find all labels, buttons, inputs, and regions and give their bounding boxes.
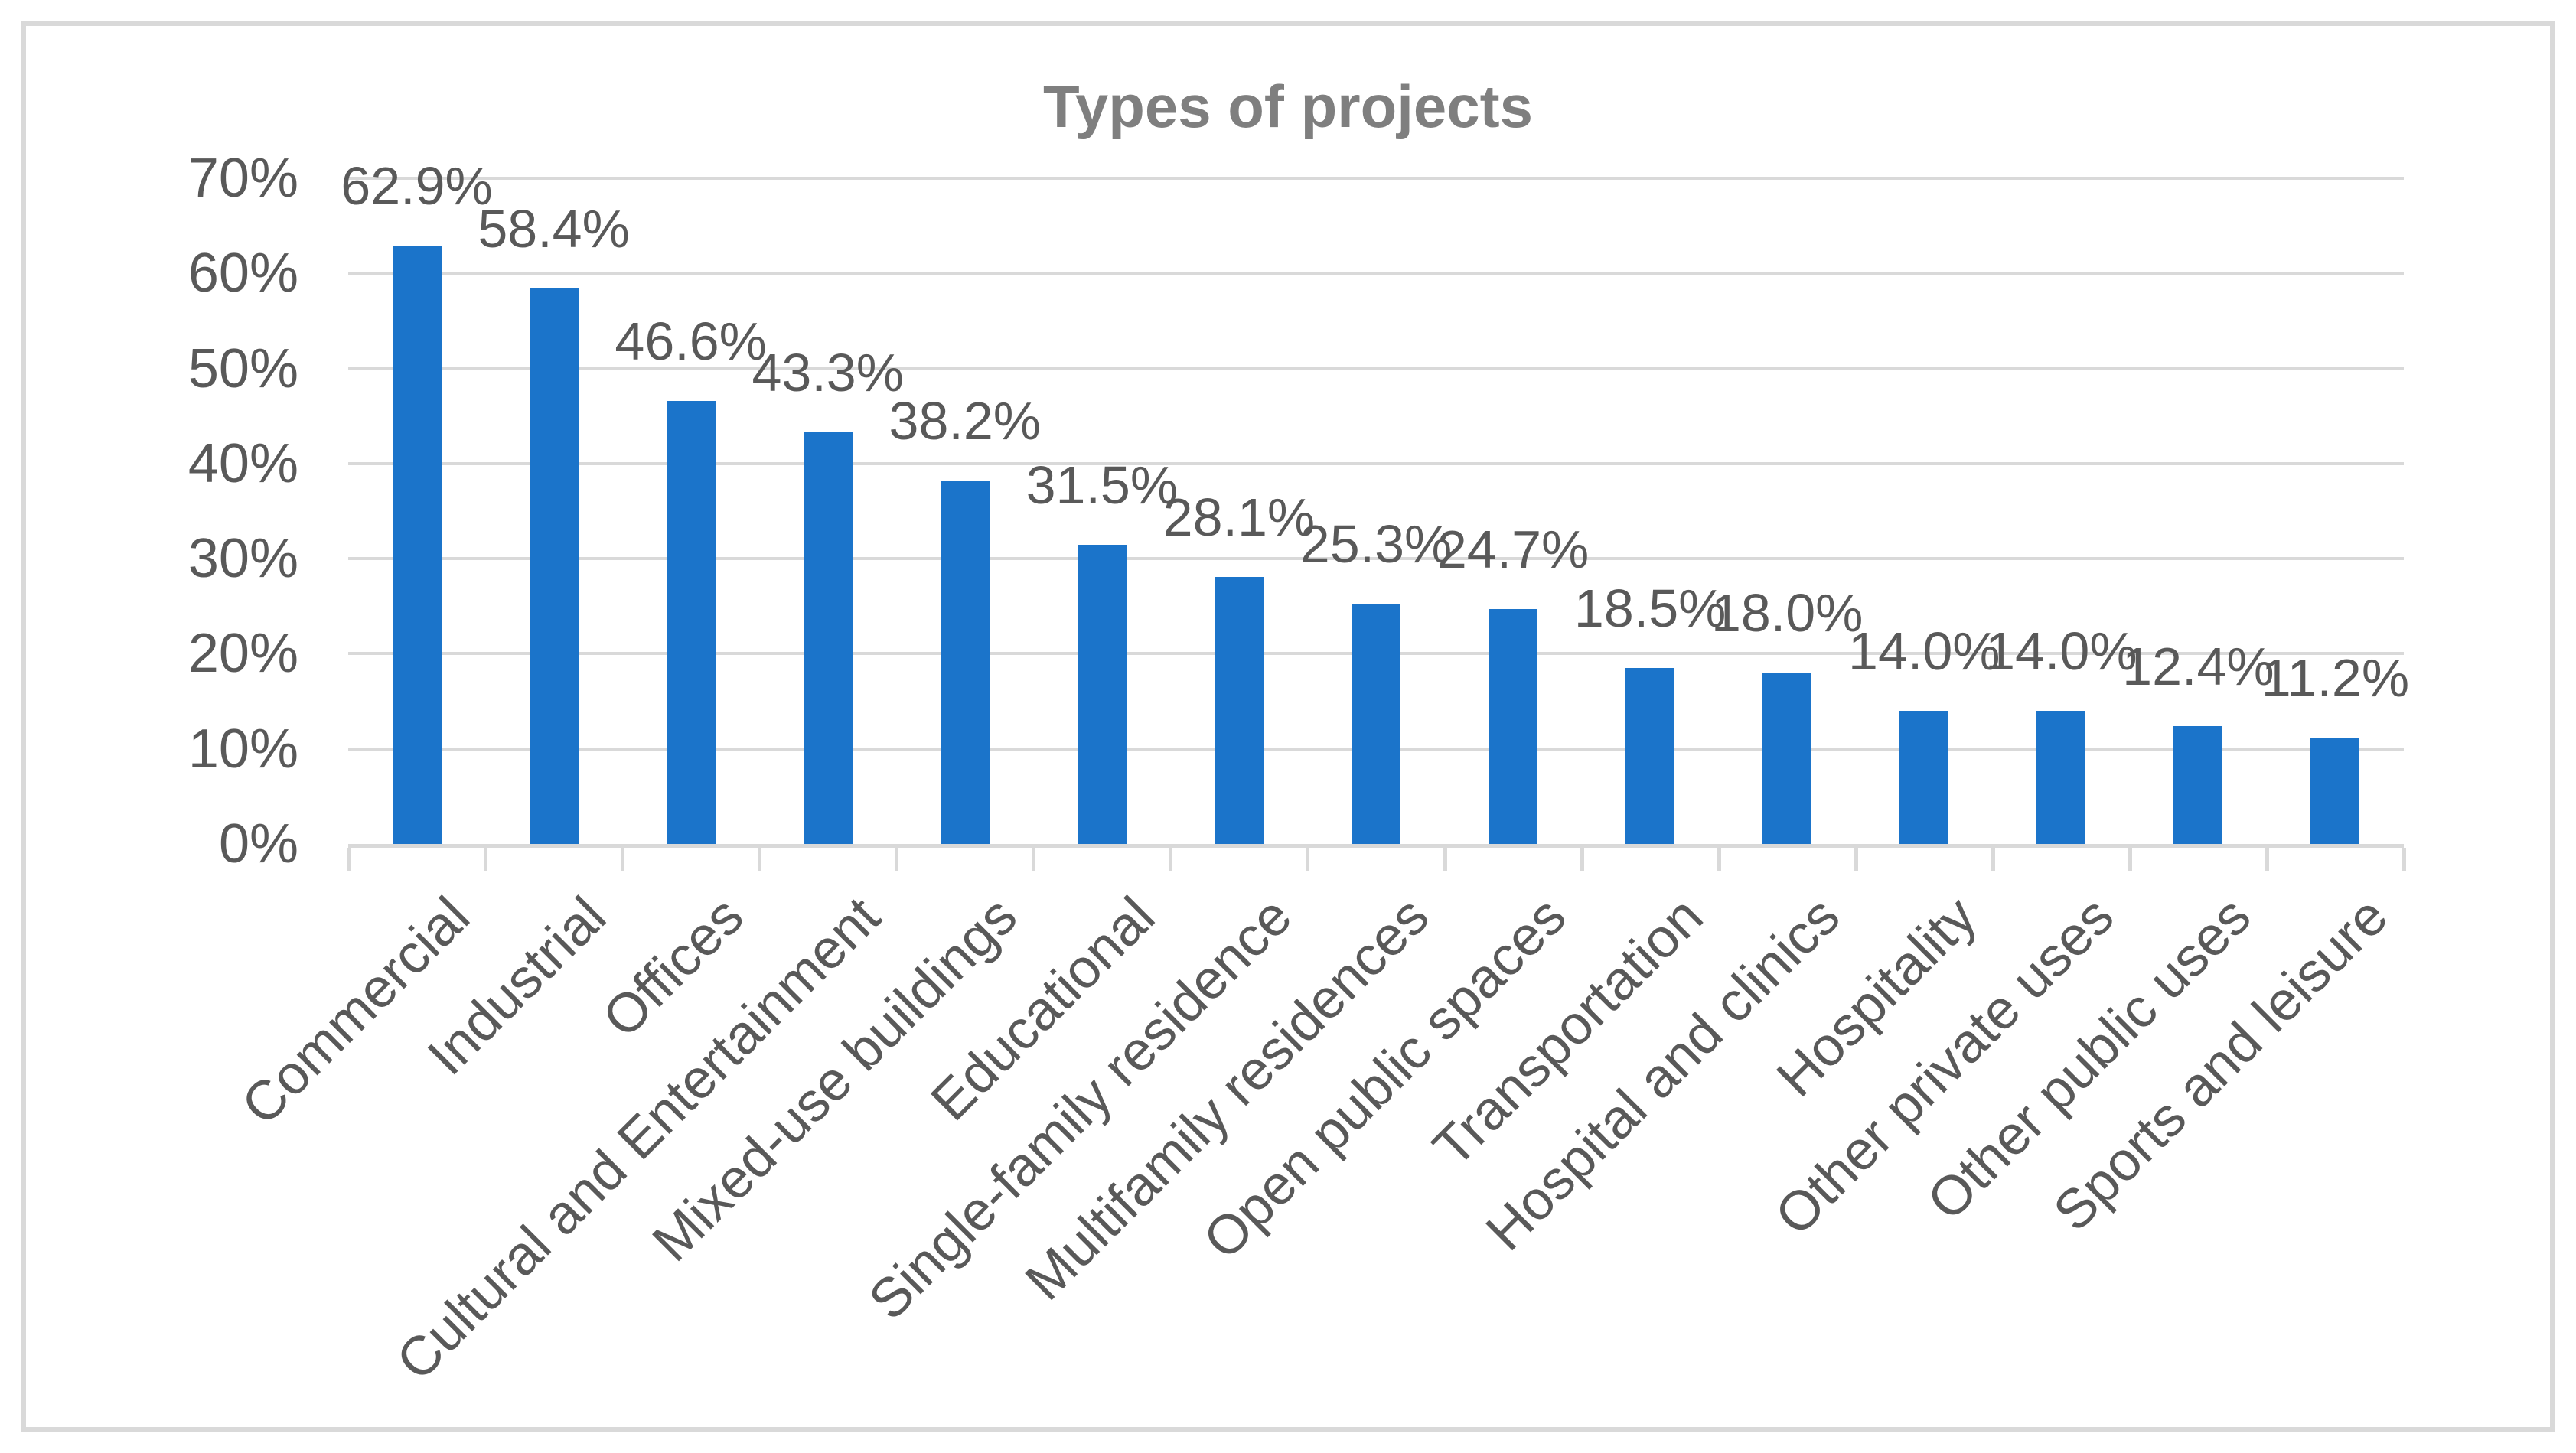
bar bbox=[666, 400, 716, 844]
y-axis-tick-label: 70% bbox=[187, 148, 298, 209]
x-axis-tick-mark bbox=[758, 848, 762, 871]
bar-value-label: 58.4% bbox=[478, 199, 630, 259]
bar-value-label: 46.6% bbox=[615, 311, 767, 371]
bar-value-label: 18.0% bbox=[1710, 583, 1864, 643]
x-axis-tick-mark bbox=[2128, 848, 2132, 871]
bar-value-label: 14.0% bbox=[1848, 621, 2000, 681]
x-axis-tick-mark bbox=[2402, 848, 2406, 871]
x-axis-tick-mark bbox=[1443, 848, 1447, 871]
bar bbox=[1214, 576, 1264, 844]
bar bbox=[1077, 544, 1127, 844]
y-axis-tick-label: 50% bbox=[187, 337, 298, 399]
figure-border bbox=[21, 21, 2555, 1432]
x-axis-tick-mark bbox=[347, 848, 351, 871]
x-axis-tick-mark bbox=[1991, 848, 1995, 871]
y-axis-tick-label: 60% bbox=[187, 243, 298, 305]
bar-value-label: 18.5% bbox=[1573, 578, 1727, 639]
y-axis-tick-label: 20% bbox=[187, 623, 298, 685]
bar-value-label: 14.0% bbox=[1985, 621, 2137, 681]
bar bbox=[2173, 725, 2223, 844]
plot-area: 62.9% 58.4% 46.6% 43.3% 38.2% 31.5% 28.1% 25.3%… bbox=[341, 157, 2409, 848]
gridline bbox=[348, 272, 2404, 275]
bar bbox=[1489, 609, 1538, 844]
bar-value-label: 12.4% bbox=[2122, 636, 2274, 696]
bar-value-label: 62.9% bbox=[341, 156, 493, 217]
x-axis-tick-mark bbox=[1854, 848, 1858, 871]
x-axis-tick-mark bbox=[1169, 848, 1173, 871]
bar bbox=[392, 246, 442, 844]
x-axis-tick-mark bbox=[1306, 848, 1310, 871]
gridline bbox=[348, 177, 2404, 180]
gridline bbox=[348, 461, 2404, 465]
x-axis-tick-mark bbox=[1032, 848, 1036, 871]
bar bbox=[2310, 737, 2360, 844]
bar-value-label: 43.3% bbox=[752, 342, 904, 402]
y-axis-tick-label: 0% bbox=[218, 813, 298, 875]
y-axis-tick-label: 10% bbox=[187, 718, 298, 780]
gridline bbox=[348, 557, 2404, 561]
bar bbox=[940, 481, 990, 844]
bar bbox=[1352, 603, 1400, 844]
y-axis-tick-label: 40% bbox=[187, 432, 298, 494]
y-axis-tick-label: 30% bbox=[187, 528, 298, 590]
bar bbox=[1899, 711, 1949, 844]
x-axis-tick-mark bbox=[1580, 848, 1584, 871]
x-axis-tick-mark bbox=[484, 848, 488, 871]
bar-value-label: 25.3% bbox=[1299, 513, 1453, 574]
x-axis-tick-mark bbox=[621, 848, 625, 871]
bar bbox=[1762, 673, 1812, 844]
bar-value-label: 31.5% bbox=[1026, 454, 1179, 515]
chart-title: Types of projects bbox=[1042, 73, 1534, 140]
gridline bbox=[348, 367, 2404, 370]
bar-value-label: 11.2% bbox=[2261, 647, 2410, 708]
bar-value-label: 24.7% bbox=[1436, 520, 1590, 580]
bar-value-label: 28.1% bbox=[1162, 487, 1316, 547]
bar bbox=[803, 432, 853, 844]
bar bbox=[529, 288, 579, 844]
x-axis-tick-mark bbox=[895, 848, 899, 871]
x-axis-tick-mark bbox=[1717, 848, 1721, 871]
x-axis-tick-mark bbox=[2265, 848, 2269, 871]
bar bbox=[1625, 668, 1675, 844]
bar-value-label: 38.2% bbox=[889, 391, 1042, 451]
bar bbox=[2036, 711, 2086, 844]
